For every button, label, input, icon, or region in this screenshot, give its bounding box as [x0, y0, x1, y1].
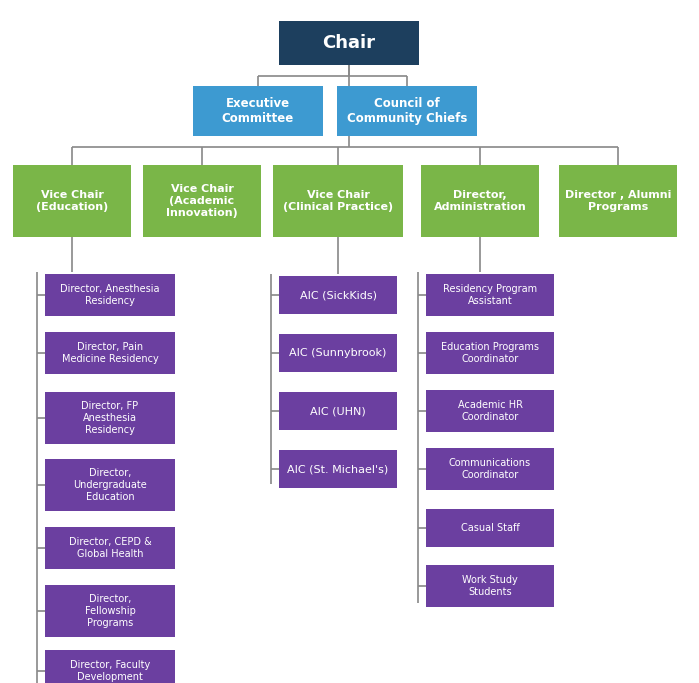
FancyBboxPatch shape — [426, 448, 554, 490]
FancyBboxPatch shape — [45, 585, 175, 637]
Text: AIC (St. Michael's): AIC (St. Michael's) — [287, 464, 389, 474]
FancyBboxPatch shape — [426, 332, 554, 374]
Text: Casual Staff: Casual Staff — [461, 523, 519, 533]
Text: Director , Alumni
Programs: Director , Alumni Programs — [565, 190, 671, 212]
Text: AIC (SickKids): AIC (SickKids) — [299, 290, 377, 300]
Text: Director, Pain
Medicine Residency: Director, Pain Medicine Residency — [62, 342, 159, 364]
FancyBboxPatch shape — [45, 527, 175, 569]
FancyBboxPatch shape — [426, 509, 554, 547]
Text: AIC (UHN): AIC (UHN) — [310, 406, 366, 416]
Text: Director, Anesthesia
Residency: Director, Anesthesia Residency — [60, 284, 160, 306]
Text: AIC (Sunnybrook): AIC (Sunnybrook) — [289, 348, 387, 358]
FancyBboxPatch shape — [279, 450, 397, 488]
FancyBboxPatch shape — [45, 650, 175, 683]
FancyBboxPatch shape — [426, 565, 554, 607]
FancyBboxPatch shape — [426, 274, 554, 316]
FancyBboxPatch shape — [279, 21, 419, 65]
Text: Communications
Coordinator: Communications Coordinator — [449, 458, 531, 479]
FancyBboxPatch shape — [45, 274, 175, 316]
Text: Director,
Administration: Director, Administration — [433, 190, 526, 212]
Text: Chair: Chair — [322, 34, 375, 52]
FancyBboxPatch shape — [279, 276, 397, 314]
Text: Vice Chair
(Clinical Practice): Vice Chair (Clinical Practice) — [283, 190, 393, 212]
Text: Residency Program
Assistant: Residency Program Assistant — [443, 284, 537, 306]
FancyBboxPatch shape — [559, 165, 677, 237]
FancyBboxPatch shape — [279, 334, 397, 372]
Text: Council of
Community Chiefs: Council of Community Chiefs — [347, 97, 467, 125]
FancyBboxPatch shape — [13, 165, 131, 237]
FancyBboxPatch shape — [426, 390, 554, 432]
Text: Director, Faculty
Development: Director, Faculty Development — [70, 660, 150, 682]
FancyBboxPatch shape — [193, 86, 323, 136]
Text: Work Study
Students: Work Study Students — [462, 575, 518, 597]
FancyBboxPatch shape — [337, 86, 477, 136]
Text: Academic HR
Coordinator: Academic HR Coordinator — [458, 400, 522, 422]
Text: Director,
Undergraduate
Education: Director, Undergraduate Education — [73, 469, 147, 501]
Text: Director, FP
Anesthesia
Residency: Director, FP Anesthesia Residency — [82, 402, 138, 434]
Text: Executive
Committee: Executive Committee — [222, 97, 294, 125]
FancyBboxPatch shape — [45, 392, 175, 444]
Text: Director,
Fellowship
Programs: Director, Fellowship Programs — [85, 594, 136, 628]
Text: Education Programs
Coordinator: Education Programs Coordinator — [441, 342, 539, 364]
FancyBboxPatch shape — [45, 332, 175, 374]
FancyBboxPatch shape — [273, 165, 403, 237]
Text: Director, CEPD &
Global Health: Director, CEPD & Global Health — [69, 538, 152, 559]
FancyBboxPatch shape — [279, 392, 397, 430]
FancyBboxPatch shape — [421, 165, 539, 237]
FancyBboxPatch shape — [45, 459, 175, 511]
Text: Vice Chair
(Education): Vice Chair (Education) — [36, 190, 108, 212]
FancyBboxPatch shape — [143, 165, 261, 237]
Text: Vice Chair
(Academic
Innovation): Vice Chair (Academic Innovation) — [166, 184, 238, 218]
